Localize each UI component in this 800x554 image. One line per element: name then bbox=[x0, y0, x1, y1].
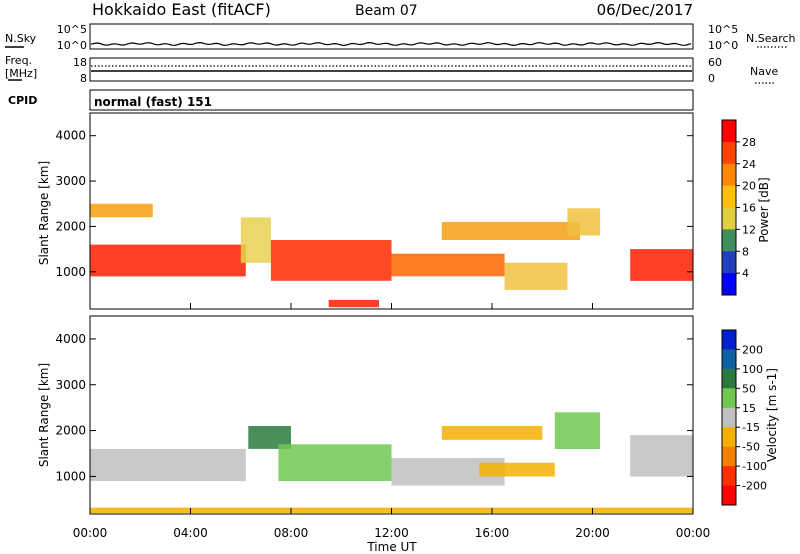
colorbar-tick-label: 15 bbox=[742, 402, 756, 415]
colorbar-segment bbox=[722, 163, 736, 187]
colorbar-segment bbox=[722, 466, 736, 486]
colorbar-segment bbox=[722, 251, 736, 274]
y-tick-label: 4000 bbox=[55, 332, 86, 346]
echo-band bbox=[90, 448, 246, 481]
colorbar-segment bbox=[722, 407, 736, 428]
echo-band bbox=[504, 262, 568, 290]
colorbar-segment bbox=[722, 446, 736, 467]
beam-label: Beam 07 bbox=[355, 3, 418, 19]
velocity-panel: 1000 2000 3000 4000 200 100 50 15 -15 -50 -100 -200… bbox=[55, 315, 767, 540]
echo-band bbox=[567, 208, 601, 236]
noise-tick-low-left: 10^0 bbox=[57, 39, 87, 52]
colorbar-segment bbox=[722, 368, 736, 389]
date-label: 06/Dec/2017 bbox=[597, 1, 693, 19]
echo-band bbox=[391, 253, 505, 277]
nsearch-label: N.Search bbox=[746, 32, 796, 45]
colorbar-tick-label: 28 bbox=[742, 136, 756, 149]
colorbar-tick-label: 12 bbox=[742, 223, 756, 236]
x-tick-label: 08:00 bbox=[274, 526, 309, 540]
colorbar-segment bbox=[722, 229, 736, 252]
y-tick-label: 2000 bbox=[55, 424, 86, 438]
echo-band bbox=[630, 249, 693, 281]
colorbar-segment bbox=[722, 330, 736, 350]
freq-label: Freq. bbox=[5, 54, 32, 67]
cpid-panel bbox=[89, 89, 694, 111]
y-tick-label: 3000 bbox=[55, 174, 86, 188]
colorbar-segment bbox=[722, 427, 736, 448]
nsky-label: N.Sky bbox=[5, 32, 37, 45]
colorbar-tick-label: 16 bbox=[742, 202, 756, 215]
nave-tick-high: 60 bbox=[708, 56, 722, 69]
echo-band bbox=[630, 435, 693, 477]
colorbar-tick-label: 8 bbox=[742, 245, 749, 258]
nave-label: Nave bbox=[750, 65, 778, 78]
freq-panel bbox=[89, 57, 694, 82]
echo-band bbox=[479, 462, 555, 477]
cpid-label: CPID bbox=[8, 94, 37, 107]
colorbar-segment bbox=[722, 207, 736, 230]
x-axis-label: Time UT bbox=[366, 540, 417, 554]
echo-band bbox=[554, 412, 600, 449]
power-ylabel: Slant Range [km] bbox=[37, 161, 51, 265]
freq-unit-label: [MHz] bbox=[5, 67, 37, 80]
echo-band bbox=[278, 444, 392, 481]
colorbar-tick-label: -200 bbox=[742, 480, 767, 493]
nave-tick-low: 0 bbox=[708, 72, 715, 85]
x-tick-label: 16:00 bbox=[475, 526, 510, 540]
noise-tick-high-right: 10^5 bbox=[708, 23, 738, 36]
x-tick-label: 00:00 bbox=[73, 526, 108, 540]
y-tick-label: 2000 bbox=[55, 219, 86, 233]
colorbar-tick-label: -15 bbox=[742, 421, 760, 434]
power-colorbar-label: Power [dB] bbox=[757, 177, 771, 242]
echo-band bbox=[441, 426, 543, 440]
noise-panel bbox=[89, 23, 694, 50]
velocity-ylabel: Slant Range [km] bbox=[37, 363, 51, 467]
echo-band bbox=[441, 221, 580, 240]
y-tick-label: 1000 bbox=[55, 265, 86, 279]
cpid-text: normal (fast) 151 bbox=[94, 95, 212, 109]
echo-band bbox=[328, 299, 379, 308]
colorbar-tick-label: 100 bbox=[742, 363, 763, 376]
x-tick-label: 04:00 bbox=[173, 526, 208, 540]
colorbar-segment bbox=[722, 349, 736, 370]
colorbar-tick-label: 4 bbox=[742, 267, 749, 280]
freq-tick-low: 8 bbox=[80, 72, 87, 85]
x-tick-label: 00:00 bbox=[676, 526, 711, 540]
echo-band bbox=[90, 203, 153, 218]
y-tick-label: 1000 bbox=[55, 469, 86, 483]
velocity-colorbar-label: Velocity [m s-1] bbox=[765, 368, 779, 462]
colorbar-tick-label: -50 bbox=[742, 441, 760, 454]
colorbar-tick-label: 20 bbox=[742, 180, 756, 193]
colorbar-tick-label: -100 bbox=[742, 460, 767, 473]
y-tick-label: 4000 bbox=[55, 129, 86, 143]
y-tick-label: 3000 bbox=[55, 378, 86, 392]
colorbar-segment bbox=[722, 120, 736, 143]
colorbar-segment bbox=[722, 141, 736, 165]
echo-band bbox=[248, 426, 291, 449]
colorbar-segment bbox=[722, 185, 736, 208]
noise-trace bbox=[90, 41, 692, 47]
colorbar-segment bbox=[722, 273, 736, 296]
colorbar-tick-label: 50 bbox=[742, 382, 756, 395]
power-panel: 1000 2000 3000 4000 28 24 20 16 12 8 4 bbox=[55, 112, 756, 310]
colorbar-frame bbox=[721, 329, 737, 506]
colorbar-segment bbox=[722, 388, 736, 409]
x-tick-label: 12:00 bbox=[374, 526, 409, 540]
echo-band bbox=[90, 244, 246, 277]
noise-tick-low-right: 10^0 bbox=[708, 39, 738, 52]
plot-title: Hokkaido East (fitACF) bbox=[92, 0, 271, 19]
x-tick-label: 20:00 bbox=[575, 526, 610, 540]
colorbar-segment bbox=[722, 485, 736, 506]
freq-tick-high: 18 bbox=[73, 56, 87, 69]
echo-band bbox=[240, 217, 271, 263]
echo-band bbox=[270, 240, 392, 281]
colorbar-tick-label: 24 bbox=[742, 158, 756, 171]
noise-tick-high-left: 10^5 bbox=[57, 23, 87, 36]
colorbar-tick-label: 200 bbox=[742, 343, 763, 356]
